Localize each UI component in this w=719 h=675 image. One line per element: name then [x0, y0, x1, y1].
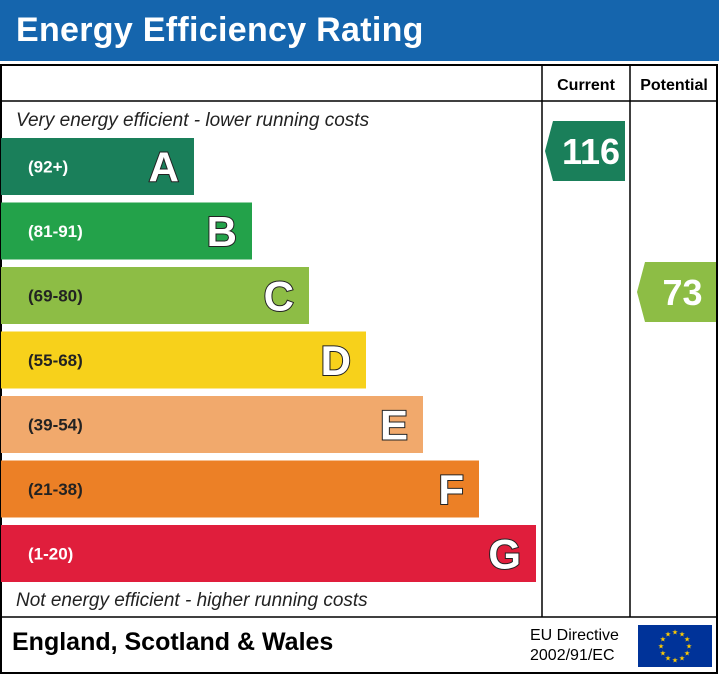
chart-title: Energy Efficiency Rating	[16, 11, 424, 49]
current-rating-marker	[545, 121, 625, 181]
band-f-letter: F	[438, 466, 464, 513]
eu-directive-line1: EU Directive	[530, 627, 619, 644]
band-b-range: (81-91)	[28, 222, 83, 241]
eu-star-icon: ★	[679, 655, 685, 663]
eu-directive-line2: 2002/91/EC	[530, 647, 615, 664]
band-b-bar	[1, 202, 252, 260]
potential-rating-marker	[637, 262, 716, 322]
current-rating-value: 116	[562, 131, 620, 172]
bottom-note: Not energy efficient - higher running co…	[16, 590, 368, 611]
band-a-range: (92+)	[28, 158, 68, 177]
band-e-letter: E	[380, 402, 408, 449]
band-a-bar	[1, 138, 194, 195]
band-d-letter: D	[321, 337, 351, 384]
band-f-range: (21-38)	[28, 480, 83, 499]
eu-star-icon: ★	[684, 650, 690, 658]
eu-star-icon: ★	[672, 657, 678, 665]
band-g-bar	[1, 525, 536, 582]
eu-star-icon: ★	[686, 643, 692, 651]
band-f-bar	[1, 460, 479, 518]
band-a-letter: A	[149, 144, 179, 191]
potential-header: Potential	[640, 77, 708, 94]
rating-chart: Current Potential Very energy efficient …	[0, 64, 718, 674]
eu-star-icon: ★	[660, 636, 666, 644]
eu-star-icon: ★	[665, 655, 671, 663]
band-g-letter: G	[488, 531, 521, 578]
rating-bands: (92+) A (81-91) B (69-80) C (55-68) D (39-54) E (2…	[1, 138, 536, 582]
eu-star-icon: ★	[679, 630, 685, 638]
region-label: England, Scotland & Wales	[12, 628, 334, 656]
band-b-letter: B	[207, 208, 237, 255]
eu-star-icon: ★	[658, 643, 664, 651]
band-c-range: (69-80)	[28, 287, 83, 306]
eu-star-icon: ★	[665, 630, 671, 638]
band-d-bar	[1, 331, 366, 389]
band-e-bar	[1, 396, 423, 453]
eu-star-icon: ★	[672, 629, 678, 637]
eu-star-icon: ★	[660, 650, 666, 658]
eu-directive: EU Directive 2002/91/EC	[530, 626, 619, 666]
band-e-range: (39-54)	[28, 416, 83, 435]
top-note: Very energy efficient - lower running co…	[16, 110, 370, 131]
title-bar: Energy Efficiency Rating	[0, 0, 719, 61]
band-g-range: (1-20)	[28, 545, 73, 564]
eu-star-icon: ★	[684, 636, 690, 644]
eu-flag-icon: ★ ★ ★ ★ ★ ★ ★ ★ ★ ★ ★ ★	[638, 625, 712, 667]
band-d-range: (55-68)	[28, 351, 83, 370]
current-header: Current	[557, 77, 615, 94]
potential-rating-value: 73	[662, 272, 702, 313]
band-c-bar	[1, 267, 309, 324]
rating-markers: 116 73	[545, 121, 716, 322]
band-c-letter: C	[264, 273, 294, 320]
